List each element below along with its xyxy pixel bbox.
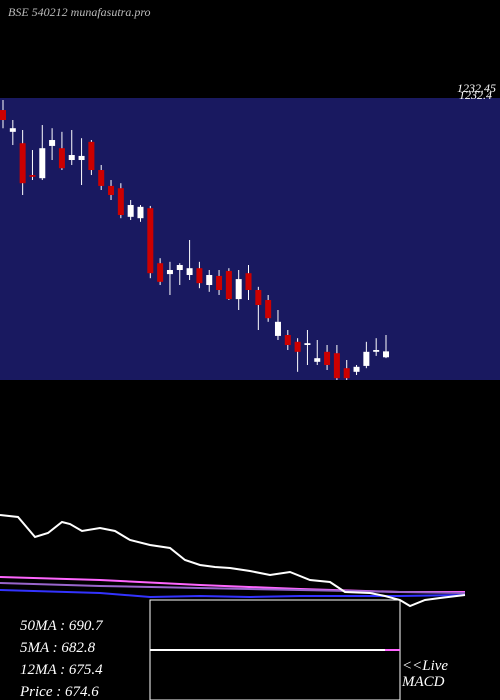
candle-body — [373, 350, 380, 352]
candle-body — [49, 140, 56, 146]
moving-averages — [0, 514, 466, 608]
candle-body — [324, 351, 331, 366]
candle-body — [147, 208, 154, 274]
candle-body — [78, 155, 85, 161]
candle-body — [39, 148, 46, 179]
candle-body — [235, 279, 242, 300]
candle-body — [19, 143, 26, 184]
candle-body — [157, 263, 164, 282]
candle-body — [88, 141, 95, 171]
candle-body — [216, 275, 223, 291]
candle-body — [225, 270, 232, 300]
macd-label: MACD — [401, 674, 445, 690]
candle-body — [343, 368, 350, 379]
candle-body — [29, 175, 36, 177]
candle-body — [314, 358, 321, 362]
candle-body — [58, 148, 65, 169]
candle-body — [98, 170, 105, 186]
candle-body — [245, 273, 252, 291]
indicator: Price : 674.6 — [19, 684, 99, 700]
candle-body — [383, 351, 389, 358]
candle-body — [353, 366, 360, 372]
candle-body — [265, 300, 272, 319]
candle-body — [0, 110, 6, 121]
candle-body — [176, 265, 183, 271]
candle-body — [127, 205, 134, 217]
candle-body — [304, 343, 311, 346]
indicator: 50MA : 690.7 — [20, 618, 104, 634]
indicator: 5MA : 682.8 — [20, 640, 96, 656]
chart-title: BSE 540212 munafasutra.pro — [8, 5, 151, 19]
price-label: 1232.4 — [459, 88, 492, 102]
candle-body — [294, 341, 301, 352]
candle-body — [274, 321, 281, 336]
candle-body — [117, 188, 124, 216]
candle-body — [363, 351, 370, 366]
candle-body — [166, 270, 173, 275]
candle-body — [137, 206, 144, 219]
candle-body — [9, 128, 16, 132]
price-panel — [0, 98, 500, 380]
candle-body — [186, 268, 193, 276]
indicator: 12MA : 675.4 — [20, 662, 103, 678]
candle-body — [196, 268, 203, 284]
candle-body — [68, 155, 75, 161]
candle-body — [333, 353, 340, 379]
candle-body — [108, 185, 115, 196]
candle-body — [284, 335, 291, 346]
candle-body — [255, 290, 262, 306]
candle-body — [206, 275, 213, 286]
macd-label: <<Live — [402, 658, 448, 674]
price-label: 1232.45 — [457, 81, 496, 95]
